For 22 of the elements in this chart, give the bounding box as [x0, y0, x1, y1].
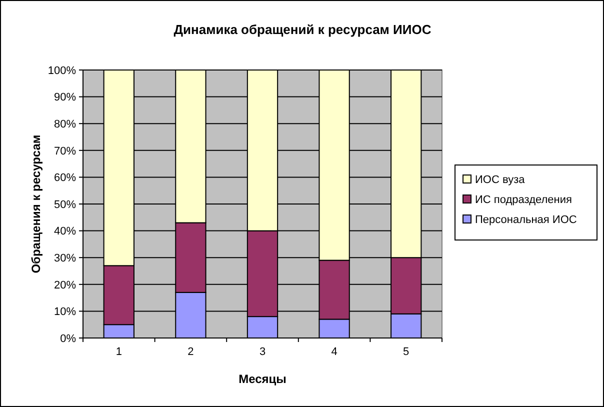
- y-tick-label: 70%: [54, 145, 76, 158]
- x-axis-title: Месяцы: [238, 372, 286, 386]
- x-tick-label: 5: [403, 346, 410, 358]
- legend-label: ИОС вуза: [475, 174, 526, 186]
- y-tick-label: 80%: [54, 118, 76, 130]
- y-tick-label: 20%: [54, 279, 76, 292]
- y-tick-label: 10%: [54, 306, 76, 318]
- x-tick-label: 1: [116, 346, 122, 358]
- y-tick-label: 100%: [48, 64, 76, 77]
- y-tick-label: 90%: [54, 92, 76, 104]
- legend-label: Персональная ИОС: [475, 214, 577, 226]
- legend-label: ИС подразделения: [475, 194, 572, 206]
- y-tick-label: 50%: [54, 198, 76, 211]
- x-tick-label: 4: [331, 346, 338, 358]
- y-tick-label: 0%: [60, 332, 76, 345]
- y-tick-label: 30%: [54, 252, 76, 264]
- x-tick-label: 3: [259, 346, 266, 358]
- y-axis-title: Обращения к ресурсам: [29, 134, 43, 274]
- chart-title: Динамика обращений к ресурсам ИИОС: [174, 22, 432, 37]
- x-tick-label: 2: [188, 346, 194, 358]
- y-tick-label: 40%: [54, 226, 76, 238]
- y-tick-label: 60%: [54, 172, 76, 184]
